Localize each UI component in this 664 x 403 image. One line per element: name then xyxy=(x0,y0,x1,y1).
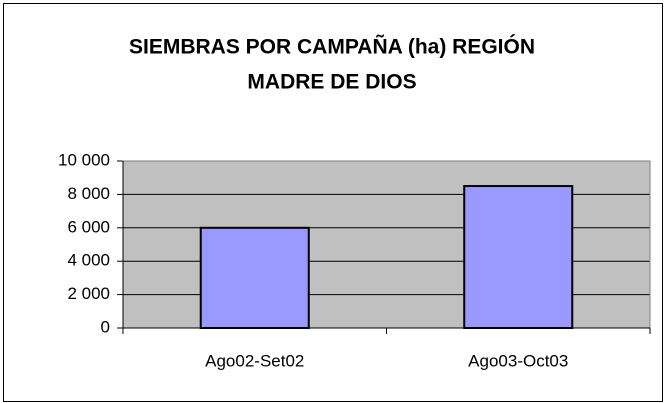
y-tick-label: 10 000 xyxy=(58,150,110,169)
bar xyxy=(463,185,574,329)
x-tick-label: Ago02-Set02 xyxy=(205,351,304,370)
y-tick-label: 8 000 xyxy=(67,184,110,203)
chart-title: SIEMBRAS POR CAMPAÑA (ha) REGIÓN xyxy=(129,35,535,59)
x-tick-label: Ago03-Oct03 xyxy=(468,351,568,370)
y-tick-label: 2 000 xyxy=(67,284,110,303)
y-tick-label: 6 000 xyxy=(67,217,110,236)
y-tick-label: 0 xyxy=(101,317,110,336)
bar xyxy=(199,226,310,329)
y-tick-label: 4 000 xyxy=(67,251,110,270)
chart-title: MADRE DE DIOS xyxy=(247,71,416,94)
